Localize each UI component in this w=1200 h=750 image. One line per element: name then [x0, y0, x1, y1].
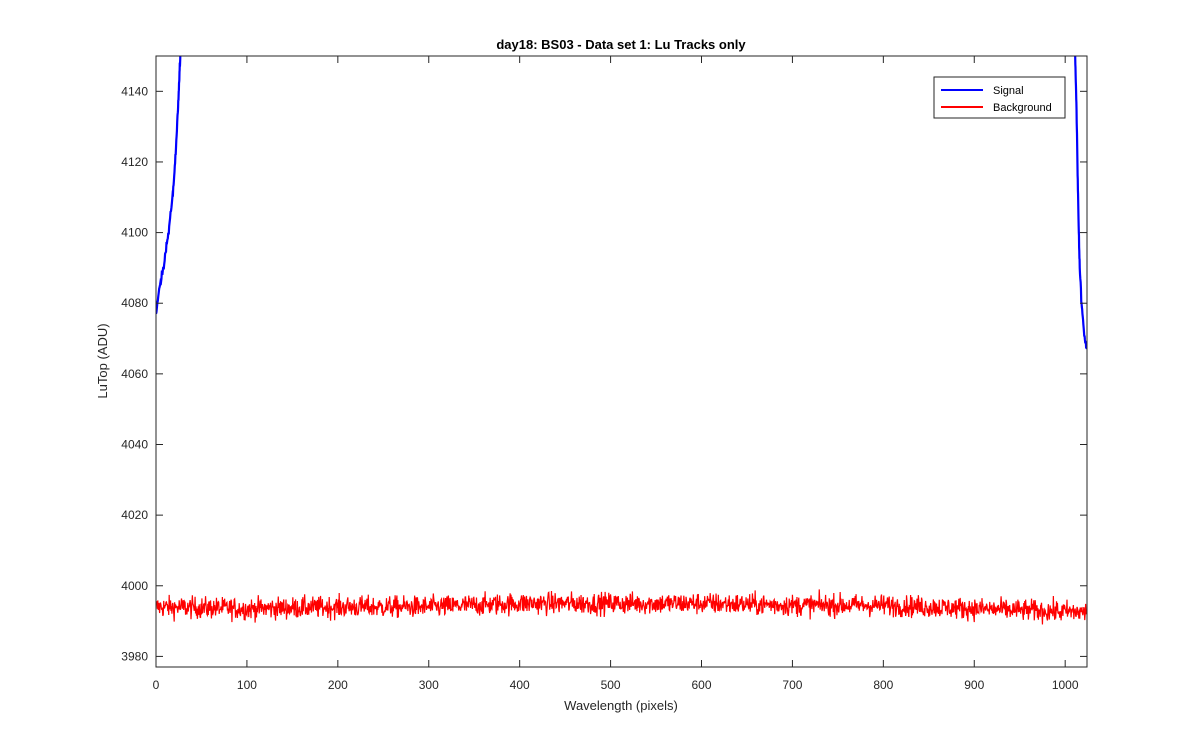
- x-tick-label: 100: [237, 678, 257, 692]
- chart-title: day18: BS03 - Data set 1: Lu Tracks only: [496, 37, 746, 52]
- tick-layer: 0 100 200 300 400 500 600 700 800 900 1000 3980 4000…: [121, 56, 1087, 692]
- legend-background-label: Background: [993, 102, 1052, 114]
- legend: Signal Background: [933, 76, 1066, 119]
- plot-area: [156, 56, 1087, 667]
- x-tick-label: 600: [691, 678, 711, 692]
- x-tick-label: 1000: [1052, 678, 1079, 692]
- y-tick-label: 3980: [121, 649, 148, 663]
- x-tick-label: 700: [782, 678, 802, 692]
- y-tick-label: 4000: [121, 579, 148, 593]
- y-tick-label: 4060: [121, 367, 148, 381]
- y-tick-label: 4140: [121, 84, 148, 98]
- x-tick-label: 0: [153, 678, 160, 692]
- legend-signal-label: Signal: [993, 85, 1024, 97]
- y-tick-label: 4100: [121, 226, 148, 240]
- y-axis-label: LuTop (ADU): [95, 323, 110, 398]
- x-tick-label: 800: [873, 678, 893, 692]
- x-tick-label: 300: [419, 678, 439, 692]
- signal-series-line-1: [156, 56, 182, 315]
- y-tick-label: 4080: [121, 296, 148, 310]
- signal-series-line-2: [1074, 56, 1087, 350]
- y-tick-label: 4120: [121, 155, 148, 169]
- background-series-line: [156, 589, 1087, 625]
- y-tick-label: 4020: [121, 508, 148, 522]
- plot-frame: [155, 55, 1088, 668]
- series-layer: [156, 56, 1087, 625]
- x-tick-label: 900: [964, 678, 984, 692]
- x-tick-label: 400: [510, 678, 530, 692]
- x-axis-label: Wavelength (pixels): [564, 698, 678, 713]
- legend-box: [933, 76, 1066, 119]
- y-tick-label: 4040: [121, 437, 148, 451]
- x-tick-label: 500: [601, 678, 621, 692]
- x-tick-label: 200: [328, 678, 348, 692]
